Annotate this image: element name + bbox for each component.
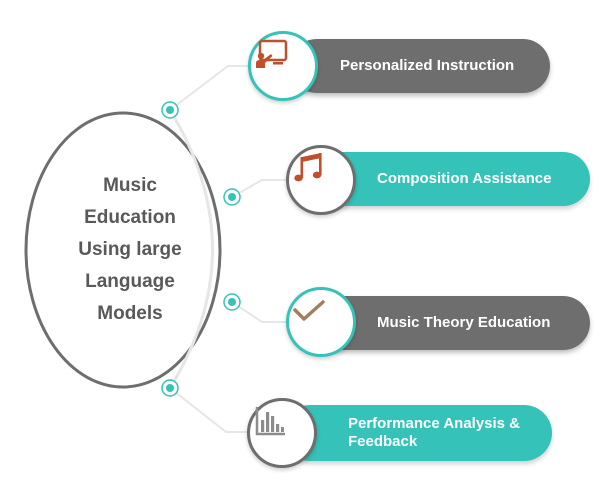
connector-dot — [223, 293, 241, 311]
connector-line — [231, 301, 290, 323]
checkmark-icon — [293, 300, 325, 321]
center-ellipse — [24, 111, 222, 389]
center-title-line: Models — [97, 303, 163, 324]
item-personalized-instruction: Personalized Instruction — [290, 39, 550, 93]
connector-dot — [161, 379, 179, 397]
connector-arc — [168, 109, 214, 389]
item-icon-circle — [286, 287, 356, 357]
item-composition-assistance: Composition Assistance — [315, 152, 590, 206]
connector-line — [169, 65, 260, 111]
music-note-icon — [294, 153, 322, 182]
presentation-board-icon — [256, 39, 288, 68]
item-label: Personalized Instruction — [340, 57, 515, 74]
item-label: Performance Analysis & Feedback — [348, 415, 521, 450]
connector-line — [231, 179, 290, 198]
connector-dot — [223, 188, 241, 206]
center-title-line: Music — [103, 175, 157, 196]
item-music-theory-education: Music Theory Education — [315, 296, 590, 350]
connector-line — [169, 387, 252, 433]
item-label: Music Theory Education — [377, 314, 551, 331]
bar-chart-icon — [255, 407, 285, 436]
center-title-line: Education — [84, 207, 176, 228]
center-title-line: Language — [85, 271, 175, 292]
center-title-line: Using large — [78, 239, 182, 260]
connector-dot — [161, 101, 179, 119]
item-icon-circle — [286, 145, 356, 215]
item-label: Composition Assistance — [377, 170, 552, 187]
item-performance-analysis-feedback: Performance Analysis & Feedback — [282, 405, 552, 461]
item-icon-circle — [247, 398, 317, 468]
center-title: Music Education Using large Language Mod… — [40, 170, 220, 330]
item-icon-circle — [248, 31, 318, 101]
